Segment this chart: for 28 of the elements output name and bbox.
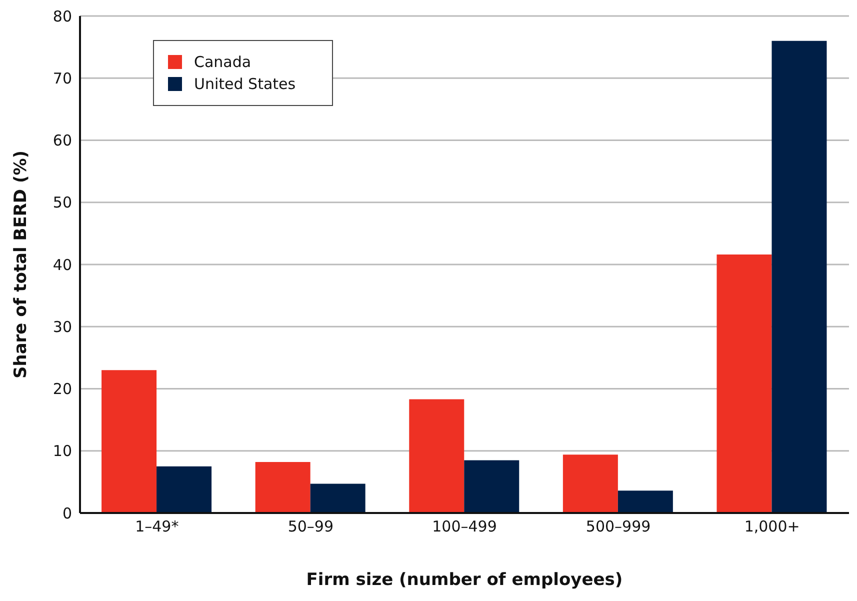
y-axis-title: Share of total BERD (%) [11,150,32,379]
x-tick-label: 1–49* [135,518,180,536]
bar [310,484,366,513]
y-tick-label: 20 [52,380,72,398]
x-tick-label: 50–99 [288,518,334,536]
bar [156,466,212,513]
y-tick-label: 40 [52,256,72,274]
y-tick-label: 10 [52,442,72,460]
y-tick-label: 50 [52,194,72,212]
x-tick-label: 100–499 [432,518,497,536]
bar [102,370,157,513]
legend-label: Canada [194,53,252,71]
x-axis-title: Firm size (number of employees) [306,570,623,590]
bar [716,254,772,513]
bar [409,399,464,513]
y-tick-label: 80 [52,7,72,26]
y-tick-label: 30 [52,318,72,336]
bar [618,490,673,513]
y-tick-label: 0 [62,504,72,522]
y-tick-label: 60 [52,132,72,150]
bar [562,454,618,513]
bar [772,40,827,513]
bar [464,460,520,513]
x-tick-label: 500–999 [586,518,651,536]
bar [255,462,310,513]
x-tick-label: 1,000+ [744,518,800,536]
y-tick-label: 70 [52,69,72,88]
legend-label: United States [194,75,296,93]
